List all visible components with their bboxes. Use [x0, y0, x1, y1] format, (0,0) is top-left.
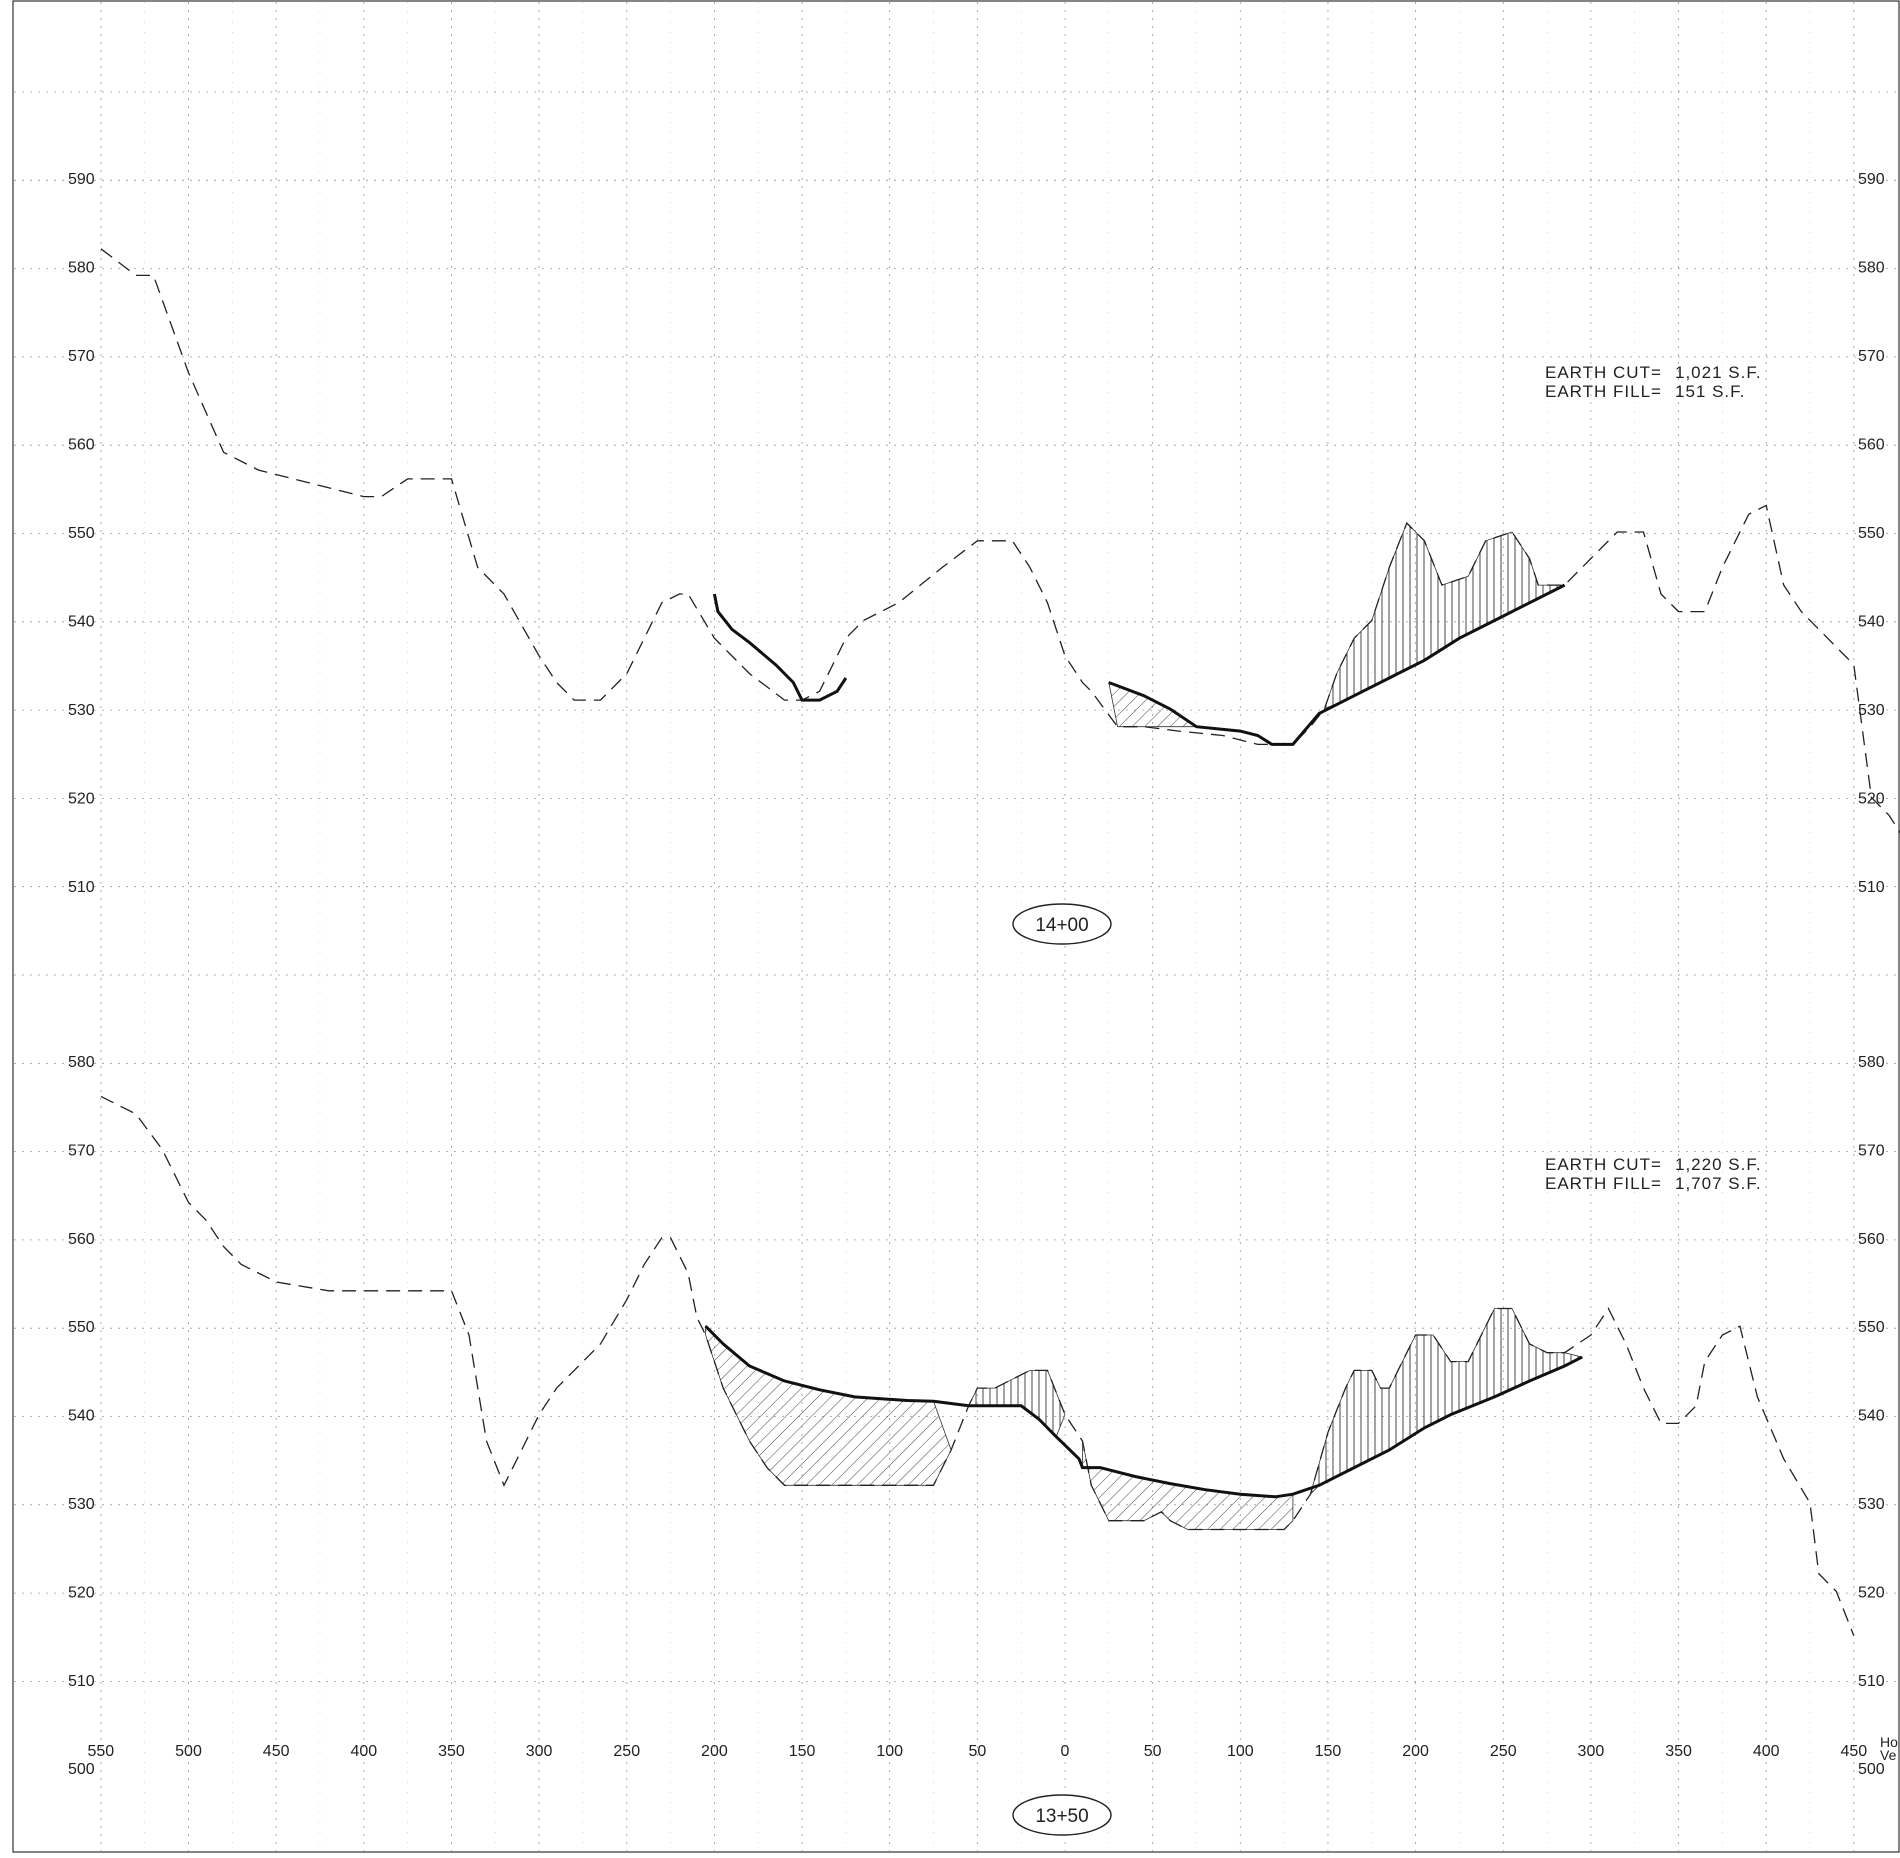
offset-tick-label: 250	[1490, 1743, 1517, 1760]
elevation-tick-label-right: 590	[1858, 171, 1885, 188]
earth-cut-value: 1,021 S.F.	[1675, 363, 1762, 382]
elevation-tick-label-right: 550	[1858, 1319, 1885, 1336]
elevation-tick-label-left: 590	[68, 171, 95, 188]
offset-tick-label: 400	[350, 1743, 377, 1760]
elevation-tick-label-left: 530	[68, 1496, 95, 1513]
offset-tick-label: 450	[1840, 1743, 1867, 1760]
elevation-tick-label-right: 530	[1858, 1496, 1885, 1513]
offset-tick-label: 150	[1315, 1743, 1342, 1760]
elevation-tick-label-right: 500	[1858, 1761, 1885, 1778]
elevation-tick-label-right: 530	[1858, 702, 1885, 719]
offset-tick-label: 350	[438, 1743, 465, 1760]
elevation-tick-label-right: 540	[1858, 1408, 1885, 1425]
station-label-oval	[1012, 903, 1112, 945]
fill-area-hatch-left	[705, 1325, 952, 1486]
elevation-tick-label-left: 530	[68, 702, 95, 719]
elevation-tick-label-left: 560	[68, 1231, 95, 1248]
elevation-tick-label-right: 540	[1858, 614, 1885, 631]
scale-note-horizontal: Ho	[1880, 1734, 1898, 1750]
elevation-tick-label-right: 580	[1858, 260, 1885, 277]
existing-ground-line	[100, 1095, 1855, 1636]
offset-tick-label: 400	[1753, 1743, 1780, 1760]
elevation-tick-label-right: 560	[1858, 437, 1885, 454]
offset-tick-label: 450	[263, 1743, 290, 1760]
offset-tick-label: 100	[876, 1743, 903, 1760]
earth-fill-label: EARTH FILL=	[1545, 1174, 1662, 1193]
cut-area-hatch-middle	[967, 1370, 1066, 1438]
offset-tick-label: 200	[1402, 1743, 1429, 1760]
offset-tick-label: 300	[1578, 1743, 1605, 1760]
elevation-tick-label-right: 580	[1858, 1054, 1885, 1071]
earth-cut-value: 1,220 S.F.	[1675, 1155, 1762, 1174]
cut-area-hatch	[1310, 1308, 1584, 1495]
offset-tick-label: 550	[87, 1743, 114, 1760]
offset-tick-label: 50	[1144, 1743, 1162, 1760]
proposed-grade-left	[712, 593, 848, 702]
offset-tick-label: 350	[1665, 1743, 1692, 1760]
offset-tick-label: 200	[701, 1743, 728, 1760]
cut-area-hatch	[1323, 522, 1565, 710]
earth-fill-value: 151 S.F.	[1675, 382, 1745, 401]
earth-cut-label: EARTH CUT=	[1545, 1155, 1662, 1174]
elevation-tick-label-left: 540	[68, 614, 95, 631]
existing-ground-line	[100, 248, 1900, 834]
elevation-tick-label-right: 520	[1858, 1584, 1885, 1601]
elevation-tick-label-right: 550	[1858, 525, 1885, 542]
elevation-tick-label-left: 570	[68, 348, 95, 365]
elevation-labels: 510 510 520 520 530 530 540 540 550 550 560 560 570 5…	[68, 171, 1885, 896]
proposed-grade	[704, 1325, 1583, 1499]
elevation-tick-label-left: 580	[68, 260, 95, 277]
elevation-tick-label-left: 550	[68, 1319, 95, 1336]
earth-fill-label: EARTH FILL=	[1545, 382, 1662, 401]
elevation-tick-label-left: 510	[68, 879, 95, 896]
offset-tick-label: 300	[526, 1743, 553, 1760]
elevation-tick-label-left: 580	[68, 1054, 95, 1071]
elevation-tick-label-left: 570	[68, 1142, 95, 1159]
elevation-tick-label-right: 510	[1858, 879, 1885, 896]
elevation-tick-label-right: 510	[1858, 1673, 1885, 1690]
offset-axis-labels: 550 500 450 400 350 300 250 200 150 100 50 0 50 100 15…	[87, 1743, 1867, 1760]
offset-tick-label: 100	[1227, 1743, 1254, 1760]
grid	[14, 2, 1898, 1851]
elevation-tick-label-left: 520	[68, 791, 95, 808]
station-label: 14+00	[1035, 915, 1088, 936]
elevation-tick-label-left: 520	[68, 1584, 95, 1601]
offset-tick-label: 250	[613, 1743, 640, 1760]
elevation-tick-label-left: 500	[68, 1761, 95, 1778]
offset-tick-label: 50	[968, 1743, 986, 1760]
offset-tick-label: 500	[175, 1743, 202, 1760]
elevation-tick-label-left: 510	[68, 1673, 95, 1690]
earth-fill-value: 1,707 S.F.	[1675, 1174, 1762, 1193]
elevation-tick-label-left: 550	[68, 525, 95, 542]
station-label-oval	[1012, 1794, 1112, 1836]
elevation-tick-label-right: 570	[1858, 348, 1885, 365]
fill-area-hatch	[1108, 681, 1198, 728]
proposed-grade-right	[1108, 583, 1566, 746]
offset-tick-label: 150	[789, 1743, 816, 1760]
offset-tick-label: 0	[1061, 1743, 1070, 1760]
scale-note-vertical: Ve	[1880, 1747, 1897, 1763]
section-14-00: 510 510 520 520 530 530 540 540 550 550 560 560 570 5…	[68, 171, 1900, 945]
earth-cut-label: EARTH CUT=	[1545, 363, 1662, 382]
elevation-tick-label-right: 570	[1858, 1142, 1885, 1159]
elevation-tick-label-left: 540	[68, 1408, 95, 1425]
elevation-tick-label-left: 560	[68, 437, 95, 454]
elevation-tick-label-right: 560	[1858, 1231, 1885, 1248]
sheet-border	[12, 0, 1900, 1853]
elevation-tick-label-right: 520	[1858, 791, 1885, 808]
station-label: 13+50	[1035, 1806, 1088, 1827]
